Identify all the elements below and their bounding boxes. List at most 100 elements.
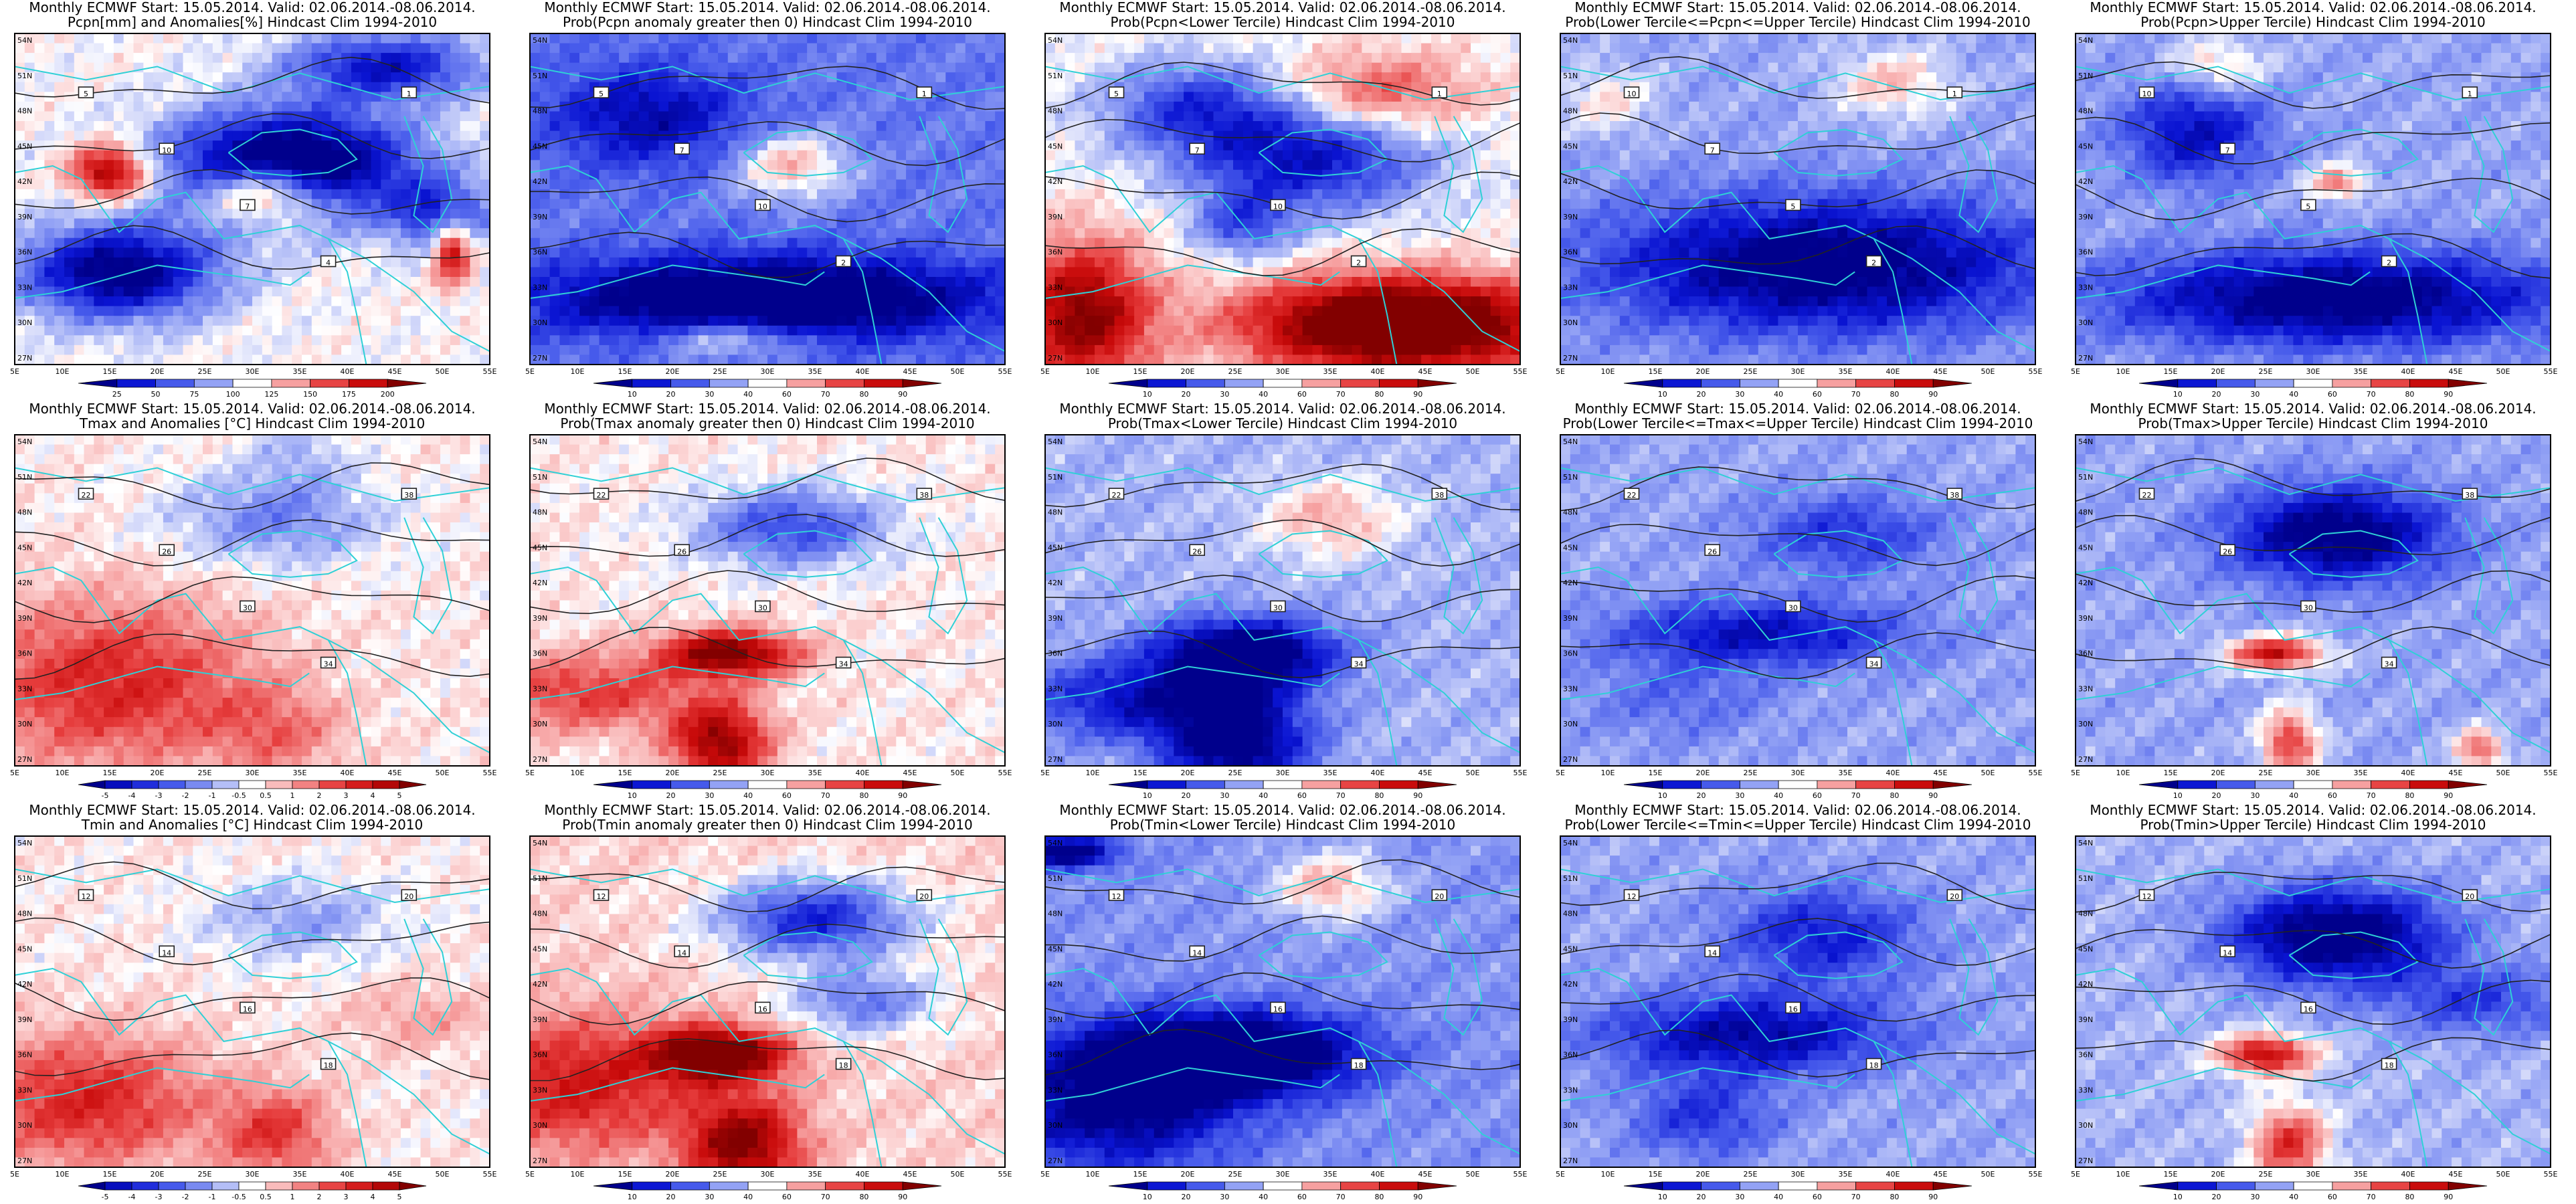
heatmap-cell bbox=[450, 72, 461, 83]
heatmap-cell bbox=[896, 150, 907, 161]
heatmap-cell bbox=[985, 228, 996, 239]
heatmap-cell bbox=[1441, 53, 1452, 64]
heatmap-cell bbox=[915, 179, 927, 190]
heatmap-cell bbox=[84, 335, 94, 346]
heatmap-cell bbox=[331, 296, 342, 307]
heatmap-cell bbox=[1441, 169, 1452, 180]
heatmap-cell bbox=[579, 62, 590, 73]
heatmap-cell bbox=[1065, 228, 1075, 239]
heatmap-cell bbox=[737, 237, 748, 248]
heatmap-cell bbox=[361, 53, 372, 64]
heatmap-cell bbox=[1223, 277, 1234, 288]
heatmap-cell bbox=[222, 150, 233, 161]
heatmap-cell bbox=[232, 72, 243, 83]
heatmap-cell bbox=[579, 267, 590, 278]
heatmap-cell bbox=[24, 82, 35, 92]
heatmap-cell bbox=[1065, 344, 1075, 356]
heatmap-cell bbox=[757, 247, 768, 258]
heatmap-cell bbox=[638, 82, 650, 92]
heatmap-cell bbox=[1352, 189, 1362, 200]
heatmap-cell bbox=[460, 306, 470, 316]
heatmap-cell bbox=[648, 247, 659, 258]
coastline-segment bbox=[14, 264, 310, 299]
heatmap-cell bbox=[1085, 33, 1095, 44]
heatmap-cell bbox=[460, 160, 470, 171]
heatmap-cell bbox=[351, 189, 362, 200]
heatmap-cell bbox=[668, 62, 679, 73]
heatmap-cell bbox=[569, 101, 580, 112]
heatmap-cell bbox=[1114, 130, 1125, 141]
heatmap-cell bbox=[173, 62, 184, 73]
heatmap-cell bbox=[846, 325, 857, 336]
heatmap-cell bbox=[133, 335, 144, 346]
heatmap-cell bbox=[925, 228, 937, 239]
heatmap-cell bbox=[381, 43, 391, 54]
heatmap-cell bbox=[886, 111, 897, 122]
heatmap-cell bbox=[609, 257, 620, 268]
heatmap-cell bbox=[1362, 296, 1372, 307]
heatmap-cell bbox=[589, 355, 600, 365]
heatmap-cell bbox=[1283, 218, 1293, 229]
heatmap-cell bbox=[262, 286, 273, 297]
heatmap-cell bbox=[1312, 189, 1323, 200]
colorbar-segment bbox=[786, 379, 826, 388]
heatmap-cell bbox=[371, 267, 381, 278]
heatmap-cell bbox=[1184, 267, 1194, 278]
heatmap-cell bbox=[599, 335, 610, 346]
heatmap-cell bbox=[252, 140, 263, 151]
heatmap-cell bbox=[1124, 169, 1135, 180]
heatmap-cell bbox=[262, 140, 273, 151]
heatmap-cell bbox=[252, 355, 263, 365]
heatmap-cell bbox=[1203, 160, 1214, 171]
heatmap-cell bbox=[1381, 33, 1392, 44]
heatmap-cell bbox=[1292, 43, 1303, 54]
heatmap-cell bbox=[757, 306, 768, 316]
heatmap-cell bbox=[1372, 325, 1382, 336]
heatmap-cell bbox=[619, 306, 630, 316]
heatmap-cell bbox=[767, 53, 778, 64]
heatmap-cell bbox=[242, 247, 253, 258]
heatmap-cell bbox=[450, 316, 461, 326]
heatmap-cell bbox=[193, 43, 203, 54]
heatmap-cell bbox=[1283, 121, 1293, 132]
heatmap-cell bbox=[925, 277, 937, 288]
heatmap-cell bbox=[846, 33, 857, 44]
heatmap-cell bbox=[836, 121, 847, 132]
heatmap-cell bbox=[925, 257, 937, 268]
heatmap-cell bbox=[1451, 209, 1461, 219]
heatmap-cell bbox=[589, 247, 600, 258]
heatmap-cell bbox=[311, 218, 323, 229]
heatmap-cell bbox=[807, 150, 818, 161]
heatmap-cell bbox=[569, 247, 580, 258]
heatmap-cell bbox=[212, 316, 223, 326]
heatmap-cell bbox=[1095, 62, 1105, 73]
heatmap-cell bbox=[886, 82, 897, 92]
heatmap-cell bbox=[1283, 111, 1293, 122]
heatmap-cell bbox=[1441, 111, 1452, 122]
heatmap-cell bbox=[1154, 130, 1165, 141]
heatmap-cell bbox=[420, 286, 431, 297]
heatmap-cell bbox=[1471, 247, 1481, 258]
heatmap-cell bbox=[1065, 72, 1075, 83]
heatmap-cell bbox=[143, 43, 154, 54]
heatmap-cell bbox=[44, 111, 55, 122]
heatmap-cell bbox=[371, 160, 381, 171]
heatmap-cell bbox=[1085, 316, 1095, 326]
lon-tick-label: 30E bbox=[761, 367, 775, 376]
heatmap-cell bbox=[1114, 218, 1125, 229]
heatmap-cell bbox=[222, 92, 233, 102]
heatmap-cell bbox=[648, 218, 659, 229]
heatmap-cell bbox=[678, 228, 689, 239]
heatmap-cell bbox=[945, 277, 956, 288]
heatmap-cell bbox=[945, 111, 956, 122]
heatmap-cell bbox=[1243, 325, 1254, 336]
heatmap-cell bbox=[292, 179, 302, 190]
heatmap-cell bbox=[569, 140, 580, 151]
heatmap-cell bbox=[1203, 209, 1214, 219]
heatmap-cell bbox=[826, 160, 838, 171]
heatmap-cell bbox=[1273, 247, 1283, 258]
heatmap-cell bbox=[1203, 296, 1214, 307]
lat-tick-label: 27N bbox=[17, 354, 32, 363]
heatmap-cell bbox=[856, 199, 867, 209]
heatmap-cell bbox=[737, 43, 748, 54]
